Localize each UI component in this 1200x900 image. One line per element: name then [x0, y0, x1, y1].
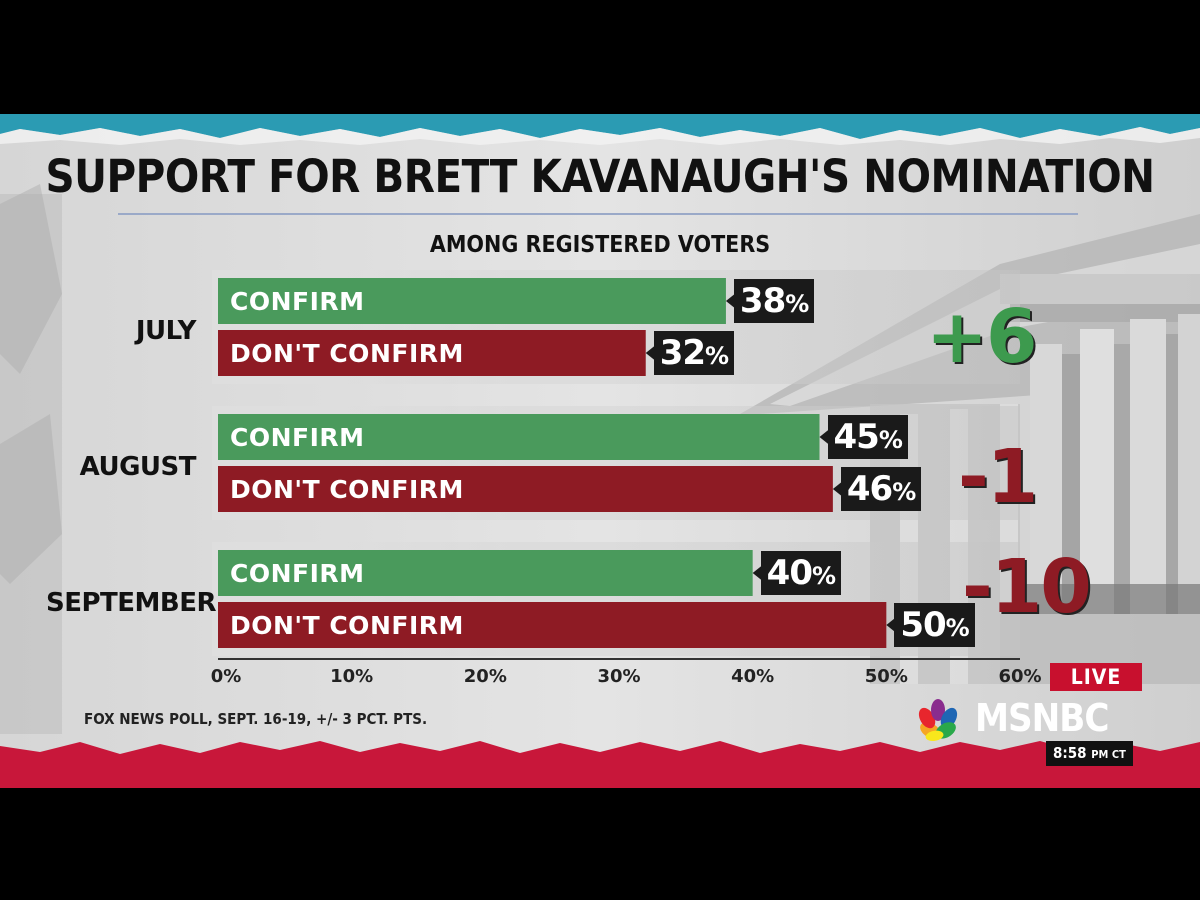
value-number: 45: [833, 417, 880, 457]
value-label-september-confirm: 40%: [760, 551, 842, 595]
month-label-august: AUGUST: [79, 452, 197, 482]
value-pointer-september-confirm: [752, 565, 763, 581]
bar-label-september-confirm: CONFIRM: [230, 559, 365, 588]
value-pointer-july-dont-confirm: [645, 345, 656, 361]
peacock-icon: [918, 699, 958, 741]
x-tick-label: 20%: [463, 666, 507, 687]
value-number: 40: [766, 553, 813, 593]
chart-subtitle: AMONG REGISTERED VOTERS: [429, 232, 771, 258]
value-suffix: %: [811, 562, 836, 590]
margin-august: -1: [958, 434, 1038, 520]
value-pointer-july-confirm: [725, 293, 736, 309]
bar-label-august-confirm: CONFIRM: [230, 423, 365, 452]
x-tick-label: 10%: [330, 666, 374, 687]
x-tick-label: 40%: [731, 666, 775, 687]
bar-label-september-dont-confirm: DON'T CONFIRM: [230, 611, 464, 640]
x-tick-label: 0%: [210, 666, 242, 687]
chart-title: SUPPORT FOR BRETT KAVANAUGH'S NOMINATION: [45, 150, 1155, 203]
bar-august-dont-confirm: [218, 466, 833, 512]
value-label-august-dont-confirm: 46%: [840, 467, 922, 511]
value-pointer-august-dont-confirm: [832, 481, 843, 497]
broadcast-graphic: SUPPORT FOR BRETT KAVANAUGH'S NOMINATION…: [0, 114, 1200, 788]
value-label-july-dont-confirm: 32%: [653, 331, 735, 375]
bar-august-confirm: [218, 414, 820, 460]
x-tick-label: 60%: [998, 666, 1042, 687]
network-logo: MSNBC: [975, 696, 1109, 740]
value-number: 38: [739, 281, 786, 321]
month-label-september: SEPTEMBER: [46, 588, 217, 618]
bar-july-confirm: [218, 278, 726, 324]
value-label-august-confirm: 45%: [827, 415, 908, 459]
bar-label-august-dont-confirm: DON'T CONFIRM: [230, 475, 464, 504]
source-note: FOX NEWS POLL, SEPT. 16-19, +/- 3 PCT. P…: [84, 710, 428, 728]
broadcast-clock: 8:58 PM CT: [1046, 741, 1133, 766]
top-strip: [0, 114, 1200, 139]
value-number: 46: [846, 469, 893, 509]
value-label-september-dont-confirm: 50%: [894, 603, 975, 647]
bar-september-dont-confirm: [218, 602, 887, 648]
background-art: [0, 114, 1200, 788]
x-tick-label: 30%: [597, 666, 641, 687]
clock-time: 8:58: [1053, 744, 1087, 762]
value-suffix: %: [878, 426, 903, 454]
bar-label-july-confirm: CONFIRM: [230, 287, 365, 316]
margin-july: +6: [926, 294, 1037, 380]
value-suffix: %: [705, 342, 729, 370]
bar-label-july-dont-confirm: DON'T CONFIRM: [230, 339, 464, 368]
value-number: 50: [900, 605, 946, 645]
bar-july-dont-confirm: [218, 330, 646, 376]
clock-suffix: PM CT: [1091, 748, 1126, 761]
bottom-strip: [0, 741, 1200, 788]
value-pointer-september-dont-confirm: [886, 617, 897, 633]
margin-september: -10: [962, 544, 1092, 630]
value-pointer-august-confirm: [819, 429, 830, 445]
value-suffix: %: [892, 478, 916, 506]
value-number: 32: [659, 333, 706, 373]
value-suffix: %: [945, 614, 970, 642]
x-tick-label: 50%: [864, 666, 908, 687]
bar-september-confirm: [218, 550, 753, 596]
live-badge: LIVE: [1050, 663, 1142, 691]
month-label-july: JULY: [135, 316, 197, 346]
value-label-july-confirm: 38%: [733, 279, 815, 323]
value-suffix: %: [785, 290, 809, 318]
